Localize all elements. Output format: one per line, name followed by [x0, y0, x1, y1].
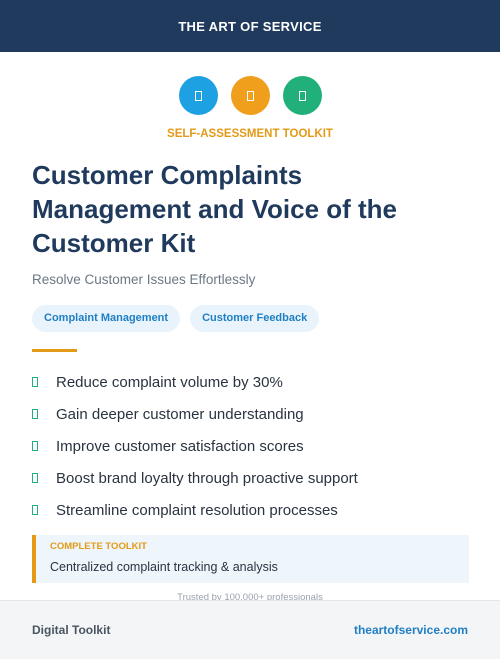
- accent-rule: [32, 349, 77, 352]
- callout-text: Centralized complaint tracking & analysi…: [50, 560, 278, 574]
- title-line: Customer Kit: [32, 228, 196, 258]
- footer: Digital Toolkit theartofservice.com: [0, 600, 500, 659]
- icon: [178, 76, 218, 115]
- check-icon: [32, 377, 38, 387]
- subtitle: Resolve Customer Issues Effortlessly: [32, 272, 256, 287]
- icon: [282, 76, 322, 115]
- title-line: Customer Complaints: [32, 160, 303, 190]
- benefit-item: Gain deeper customer understanding: [32, 398, 358, 430]
- icon-row: [0, 76, 500, 115]
- callout-label: COMPLETE TOOLKIT: [50, 541, 147, 552]
- tag[interactable]: Customer Feedback: [190, 305, 320, 332]
- check-icon: [32, 505, 38, 515]
- check-icon: [32, 473, 38, 483]
- header: THE ART OF SERVICE: [0, 0, 500, 52]
- benefit-item: Reduce complaint volume by 30%: [32, 366, 358, 398]
- trust-note: Trusted by 100,000+ professionals: [177, 592, 323, 603]
- eyebrow: SELF-ASSESSMENT TOOLKIT: [167, 128, 333, 140]
- footer-link[interactable]: theartofservice.com: [353, 623, 468, 637]
- tags: Complaint Management Customer Feedback: [32, 305, 320, 332]
- benefit-item: Streamline complaint resolution processe…: [32, 494, 358, 526]
- icon: [230, 76, 270, 115]
- footer-left: Digital Toolkit: [32, 623, 111, 637]
- benefit-item: Improve customer satisfaction scores: [32, 430, 358, 462]
- check-icon: [32, 441, 38, 451]
- check-icon: [32, 409, 38, 419]
- benefit-text: Improve customer satisfaction scores: [56, 437, 304, 455]
- benefit-text: Boost brand loyalty through proactive su…: [56, 469, 358, 487]
- callout: COMPLETE TOOLKIT Centralized complaint t…: [32, 535, 469, 583]
- benefit-text: Reduce complaint volume by 30%: [56, 373, 283, 391]
- benefit-text: Streamline complaint resolution processe…: [56, 501, 338, 519]
- title: Customer Complaints Management and Voice …: [32, 158, 397, 260]
- benefit-list: Reduce complaint volume by 30% Gain deepe…: [32, 366, 358, 526]
- tag[interactable]: Complaint Management: [32, 305, 181, 332]
- title-line: Management and Voice of the: [32, 194, 398, 224]
- benefit-text: Gain deeper customer understanding: [56, 405, 304, 423]
- benefit-item: Boost brand loyalty through proactive su…: [32, 462, 358, 494]
- header-title: THE ART OF SERVICE: [178, 18, 322, 34]
